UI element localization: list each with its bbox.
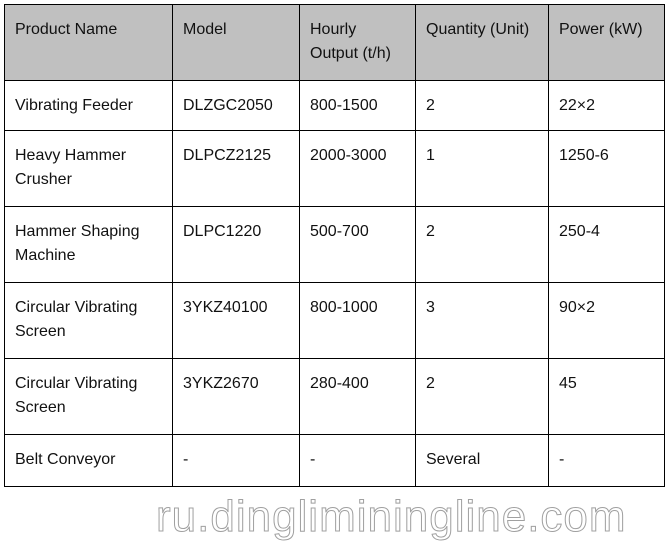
header-model: Model (172, 4, 300, 81)
header-hourly-output: Hourly Output (t/h) (299, 4, 416, 81)
cell-model: DLPC1220 (172, 206, 300, 283)
cell-power: - (548, 434, 665, 487)
table-row: Belt Conveyor - - Several - (4, 434, 665, 487)
header-row: Product Name Model Hourly Output (t/h) Q… (4, 4, 665, 81)
cell-hourly-output: 800-1500 (299, 80, 416, 131)
cell-model: DLPCZ2125 (172, 130, 300, 207)
cell-model: 3YKZ2670 (172, 358, 300, 435)
cell-quantity: 3 (415, 282, 549, 359)
watermark: ru.dingliminingline.com (156, 492, 627, 542)
cell-power: 1250-6 (548, 130, 665, 207)
cell-model: - (172, 434, 300, 487)
header-power: Power (kW) (548, 4, 665, 81)
cell-product-name: Belt Conveyor (4, 434, 173, 487)
table-row: Heavy Hammer Crusher DLPCZ2125 2000-3000 1 1… (4, 130, 665, 207)
cell-power: 90×2 (548, 282, 665, 359)
table-row: Circular Vibrating Screen 3YKZ2670 280-400… (4, 358, 665, 435)
cell-model: DLZGC2050 (172, 80, 300, 131)
cell-power: 22×2 (548, 80, 665, 131)
table-row: Vibrating Feeder DLZGC2050 800-1500 2 22×2 (4, 80, 665, 131)
header-quantity: Quantity (Unit) (415, 4, 549, 81)
cell-product-name: Heavy Hammer Crusher (4, 130, 173, 207)
cell-quantity: 2 (415, 358, 549, 435)
cell-hourly-output: 2000-3000 (299, 130, 416, 207)
cell-product-name: Circular Vibrating Screen (4, 358, 173, 435)
cell-quantity: 2 (415, 80, 549, 131)
cell-hourly-output: 280-400 (299, 358, 416, 435)
cell-product-name: Vibrating Feeder (4, 80, 173, 131)
cell-power: 45 (548, 358, 665, 435)
cell-quantity: 1 (415, 130, 549, 207)
cell-hourly-output: 800-1000 (299, 282, 416, 359)
table-row: Hammer Shaping Machine DLPC1220 500-700 2 25… (4, 206, 665, 283)
product-table: Product Name Model Hourly Output (t/h) Q… (4, 4, 665, 487)
cell-model: 3YKZ40100 (172, 282, 300, 359)
table-row: Circular Vibrating Screen 3YKZ40100 800-10… (4, 282, 665, 359)
table-container: Product Name Model Hourly Output (t/h) Q… (4, 4, 665, 487)
cell-power: 250-4 (548, 206, 665, 283)
cell-quantity: Several (415, 434, 549, 487)
cell-hourly-output: - (299, 434, 416, 487)
cell-quantity: 2 (415, 206, 549, 283)
cell-product-name: Circular Vibrating Screen (4, 282, 173, 359)
header-product-name: Product Name (4, 4, 173, 81)
cell-hourly-output: 500-700 (299, 206, 416, 283)
cell-product-name: Hammer Shaping Machine (4, 206, 173, 283)
